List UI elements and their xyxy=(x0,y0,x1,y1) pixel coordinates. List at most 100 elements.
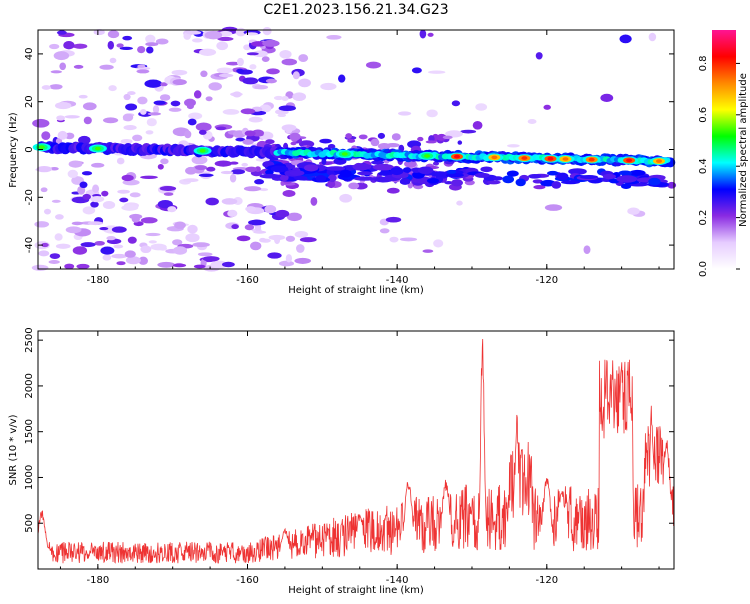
heatmap-cell xyxy=(120,138,133,144)
heatmap-cell xyxy=(371,160,385,165)
heatmap-cell xyxy=(214,160,232,167)
heatmap-cell xyxy=(191,155,208,165)
heatmap-cell xyxy=(123,93,131,101)
x-tick-label: -160 xyxy=(236,575,259,586)
snr-ylabel: SNR (10 * v/v) xyxy=(8,414,19,485)
heatmap-cell xyxy=(310,196,318,206)
heatmap-cell xyxy=(55,243,71,249)
colorbar-tick-label: 0.8 xyxy=(698,55,709,71)
heatmap-cell xyxy=(348,182,360,190)
heatmap-cell xyxy=(243,44,251,51)
heatmap-cell xyxy=(140,175,158,179)
heatmap-cell xyxy=(430,171,449,178)
heatmap-cell xyxy=(197,252,213,257)
heatmap-cell xyxy=(127,236,137,244)
heatmap-cell xyxy=(380,169,390,175)
figure-title: C2E1.2023.156.21.34.G23 xyxy=(263,2,448,18)
snr-xlabel: Height of straight line (km) xyxy=(288,585,424,596)
heatmap-cell xyxy=(242,139,254,145)
heatmap-cell xyxy=(192,242,210,248)
y-tick-label: -40 xyxy=(24,237,35,253)
heatmap-cell xyxy=(262,39,280,47)
heatmap-cell xyxy=(41,85,51,90)
heatmap-cell xyxy=(55,214,64,220)
heatmap-cell xyxy=(111,253,127,259)
heatmap-cell xyxy=(533,184,546,190)
heatmap-cell xyxy=(422,249,434,253)
heatmap-cell xyxy=(172,79,187,86)
heatmap-cell xyxy=(265,139,275,145)
heatmap-cell xyxy=(129,192,141,198)
heatmap-cell xyxy=(82,102,97,111)
heatmap-cell xyxy=(202,256,220,262)
heatmap-cell xyxy=(245,32,258,36)
heatmap-cell xyxy=(163,192,174,196)
heatmap-cell xyxy=(279,174,289,182)
heatmap-cell xyxy=(445,173,464,178)
heatmap-cell xyxy=(102,117,119,124)
heatmap-cell xyxy=(216,67,233,74)
heatmap-cell xyxy=(275,209,290,218)
heatmap-cell xyxy=(588,157,595,162)
heatmap-cell xyxy=(99,64,114,70)
heatmap-cell xyxy=(292,92,307,102)
heatmap-cell xyxy=(116,43,124,48)
heatmap-cell xyxy=(121,204,139,211)
heatmap-cell xyxy=(486,180,501,185)
heatmap-cell xyxy=(265,78,277,84)
heatmap-cell xyxy=(167,206,177,213)
colorbar-gradient xyxy=(712,30,736,269)
heatmap-cell xyxy=(102,254,112,261)
heatmap-cell xyxy=(132,134,143,142)
heatmap-cell xyxy=(648,177,661,186)
x-tick-label: -120 xyxy=(535,575,558,586)
heatmap-cell xyxy=(92,184,100,193)
heatmap-cell xyxy=(193,264,206,269)
heatmap-cell xyxy=(427,32,434,37)
heatmap-cell xyxy=(528,173,542,179)
heatmap-cell xyxy=(372,163,394,171)
heatmap-cell xyxy=(77,185,86,195)
y-tick-label: -20 xyxy=(24,189,35,205)
heatmap-cell xyxy=(41,131,51,140)
heatmap-cell xyxy=(136,69,150,74)
heatmap-cell xyxy=(78,135,91,145)
heatmap-cell xyxy=(78,94,88,99)
heatmap-cell xyxy=(268,234,286,241)
heatmap-cell xyxy=(137,45,146,54)
heatmap-cell xyxy=(145,34,156,44)
colorbar-tick-label: 0.4 xyxy=(698,158,709,174)
heatmap-cell xyxy=(65,226,82,234)
heatmap-cell xyxy=(424,154,431,158)
heatmap-cell xyxy=(191,38,203,43)
heatmap-cell xyxy=(119,46,133,51)
heatmap-cell xyxy=(379,228,390,234)
heatmap-cell xyxy=(279,50,292,59)
heatmap-cell xyxy=(87,221,104,226)
heatmap-cell xyxy=(600,93,614,102)
heatmap-cell xyxy=(57,130,68,140)
spectrogram-ylabel: Frequency (Hz) xyxy=(8,112,19,188)
heatmap-cell xyxy=(38,145,45,149)
heatmap-cell xyxy=(289,170,305,176)
heatmap-cell xyxy=(188,112,203,120)
heatmap-cell xyxy=(457,140,463,145)
heatmap-cell xyxy=(172,263,187,268)
snr-frame xyxy=(37,330,675,570)
heatmap-cell xyxy=(34,221,50,228)
heatmap-cell xyxy=(345,133,353,139)
heatmap-cell xyxy=(266,68,280,75)
heatmap-cell xyxy=(506,170,519,177)
heatmap-cell xyxy=(155,38,169,45)
heatmap-cell xyxy=(248,219,266,226)
heatmap-cell xyxy=(249,64,257,70)
heatmap-cell xyxy=(377,132,386,139)
heatmap-cell xyxy=(391,133,401,141)
colorbar-ticks: 0.0 0.2 0.4 0.6 0.8 xyxy=(698,55,740,277)
heatmap-cell xyxy=(125,256,141,265)
heatmap-cell xyxy=(72,246,88,255)
spectrogram-axes: -180 -160 -140 -120 -40 -20 0 20 40 xyxy=(24,30,674,286)
heatmap-cell xyxy=(82,193,91,200)
heatmap-cell xyxy=(347,138,356,143)
